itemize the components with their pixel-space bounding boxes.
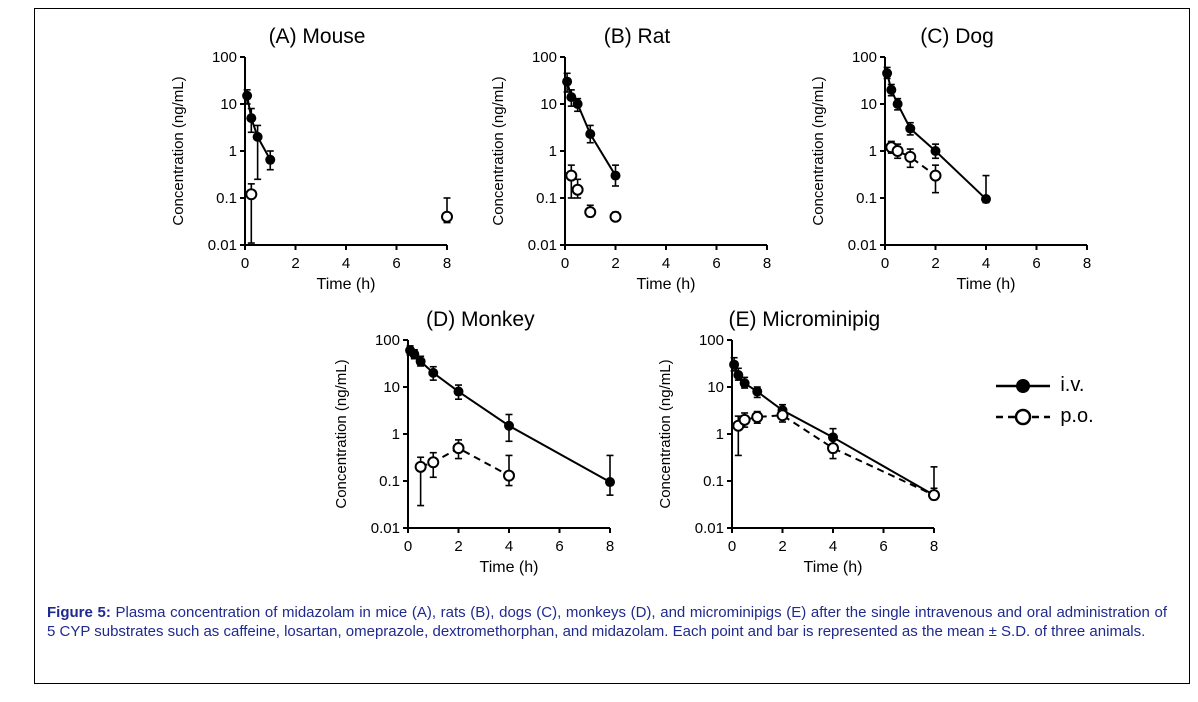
svg-text:Concentration (ng/mL): Concentration (ng/mL): [490, 76, 507, 225]
legend-item-po: p.o.: [994, 405, 1094, 428]
svg-text:4: 4: [342, 255, 350, 272]
svg-text:4: 4: [982, 255, 990, 272]
svg-text:0: 0: [561, 255, 569, 272]
legend-label-iv: i.v.: [1060, 374, 1085, 396]
svg-text:100: 100: [532, 51, 557, 66]
svg-text:6: 6: [880, 538, 888, 555]
chart-rat: 100 10 1 0.1 0.010 2 4 6 8 Time (h) Concentration …: [490, 49, 771, 293]
svg-text:10: 10: [220, 96, 237, 113]
chart-row-top: (A) Mouse 100 10 1 0.1 0.01 0 2 4 6 8 Time (h) Conc…: [35, 9, 1189, 306]
iv-marker-icon: [996, 378, 1051, 393]
chart-title-rat: (B) Rat: [603, 25, 671, 48]
legend-item-iv: i.v.: [994, 374, 1093, 397]
figure-caption-label: Figure 5:: [47, 604, 111, 621]
svg-text:6: 6: [712, 255, 720, 272]
svg-text:8: 8: [606, 538, 614, 555]
svg-text:Time (h): Time (h): [317, 276, 376, 293]
chart-title-mouse: (A) Mouse: [268, 25, 366, 48]
svg-text:0.01: 0.01: [695, 520, 724, 537]
svg-text:8: 8: [1083, 255, 1091, 272]
svg-text:100: 100: [212, 51, 237, 66]
svg-text:Concentration (ng/mL): Concentration (ng/mL): [333, 359, 350, 508]
svg-text:0.1: 0.1: [379, 473, 400, 490]
svg-text:8: 8: [763, 255, 771, 272]
svg-text:0.01: 0.01: [371, 520, 400, 537]
chart-monkey: 100 10 1 0.1 0.010 2 4 6 8 Time (h) Concentration …: [333, 332, 616, 576]
svg-text:8: 8: [443, 255, 451, 272]
legend-label-po: p.o.: [1060, 405, 1094, 427]
svg-text:100: 100: [852, 51, 877, 66]
svg-text:0: 0: [404, 538, 412, 555]
svg-text:4: 4: [662, 255, 670, 272]
svg-text:0: 0: [881, 255, 889, 272]
chart-microminipig: 100 10 1 0.1 0.010 2 4 6 8 Time (h) Concentration …: [657, 332, 941, 576]
figure-container: (A) Mouse 100 10 1 0.1 0.01 0 2 4 6 8 Time (h) Conc…: [34, 8, 1190, 684]
chart-mouse: 100 10 1 0.1 0.010 2 4 6 8 Time (h) Concentration …: [170, 49, 453, 293]
svg-text:1: 1: [392, 426, 400, 443]
chart-dog: 100 10 1 0.1 0.010 2 4 6 8 Time (h) Concentration …: [810, 49, 1091, 293]
svg-text:1: 1: [716, 426, 724, 443]
chart-title-microminipig: (E) Microminipig: [728, 308, 881, 331]
svg-text:100: 100: [699, 334, 724, 349]
svg-text:Time (h): Time (h): [957, 276, 1016, 293]
svg-text:Time (h): Time (h): [480, 559, 539, 576]
svg-text:2: 2: [779, 538, 787, 555]
svg-text:2: 2: [455, 538, 463, 555]
svg-text:Concentration (ng/mL): Concentration (ng/mL): [657, 359, 674, 508]
chart-title-monkey: (D) Monkey: [426, 308, 535, 331]
svg-text:10: 10: [860, 96, 877, 113]
chart-row-bottom: (D) Monkey 100 10 1 0.1 0.01 0 2 4 6 8 Time (h) Con…: [35, 306, 1189, 589]
legend: i.v. p.o.: [994, 374, 1094, 428]
svg-text:0.1: 0.1: [216, 190, 237, 207]
svg-text:Concentration (ng/mL): Concentration (ng/mL): [170, 76, 187, 225]
svg-text:1: 1: [869, 143, 877, 160]
svg-text:10: 10: [708, 379, 725, 396]
po-marker-icon: [996, 408, 1051, 425]
svg-text:10: 10: [384, 379, 401, 396]
svg-text:4: 4: [505, 538, 513, 555]
chart-panel-monkey: (D) Monkey 100 10 1 0.1 0.01 0 2 4 6 8 Time (h) Con…: [330, 306, 630, 589]
svg-text:0.1: 0.1: [856, 190, 877, 207]
chart-panel-rat: (B) Rat 100 10 1 0.1 0.01 0 2 4 6 8 Time (h) Concen…: [487, 23, 787, 306]
svg-text:0.01: 0.01: [528, 237, 557, 254]
svg-text:10: 10: [540, 96, 557, 113]
svg-text:0.1: 0.1: [703, 473, 724, 490]
svg-text:1: 1: [229, 143, 237, 160]
svg-text:Time (h): Time (h): [804, 559, 863, 576]
svg-text:2: 2: [611, 255, 619, 272]
svg-text:4: 4: [829, 538, 837, 555]
svg-text:0.1: 0.1: [536, 190, 557, 207]
svg-text:0.01: 0.01: [208, 237, 237, 254]
svg-text:0: 0: [241, 255, 249, 272]
svg-text:6: 6: [392, 255, 400, 272]
figure-caption-text: Plasma concentration of midazolam in mic…: [47, 604, 1167, 640]
svg-text:1: 1: [549, 143, 557, 160]
chart-panel-dog: (C) Dog 100 10 1 0.1 0.01 0 2 4 6 8 Time (h) Concen…: [807, 23, 1107, 306]
svg-text:0: 0: [728, 538, 736, 555]
chart-title-dog: (C) Dog: [920, 25, 994, 48]
svg-text:8: 8: [930, 538, 938, 555]
figure-caption: Figure 5: Plasma concentration of midazo…: [35, 589, 1189, 649]
svg-text:100: 100: [375, 334, 400, 349]
svg-text:0.01: 0.01: [848, 237, 877, 254]
svg-text:6: 6: [1032, 255, 1040, 272]
svg-text:6: 6: [556, 538, 564, 555]
svg-text:Time (h): Time (h): [637, 276, 696, 293]
svg-text:2: 2: [291, 255, 299, 272]
svg-text:Concentration (ng/mL): Concentration (ng/mL): [810, 76, 827, 225]
chart-panel-microminipig: (E) Microminipig 100 10 1 0.1 0.01 0 2 4 6 8 Time …: [654, 306, 954, 589]
chart-panel-mouse: (A) Mouse 100 10 1 0.1 0.01 0 2 4 6 8 Time (h) Conc…: [167, 23, 467, 306]
svg-text:2: 2: [931, 255, 939, 272]
